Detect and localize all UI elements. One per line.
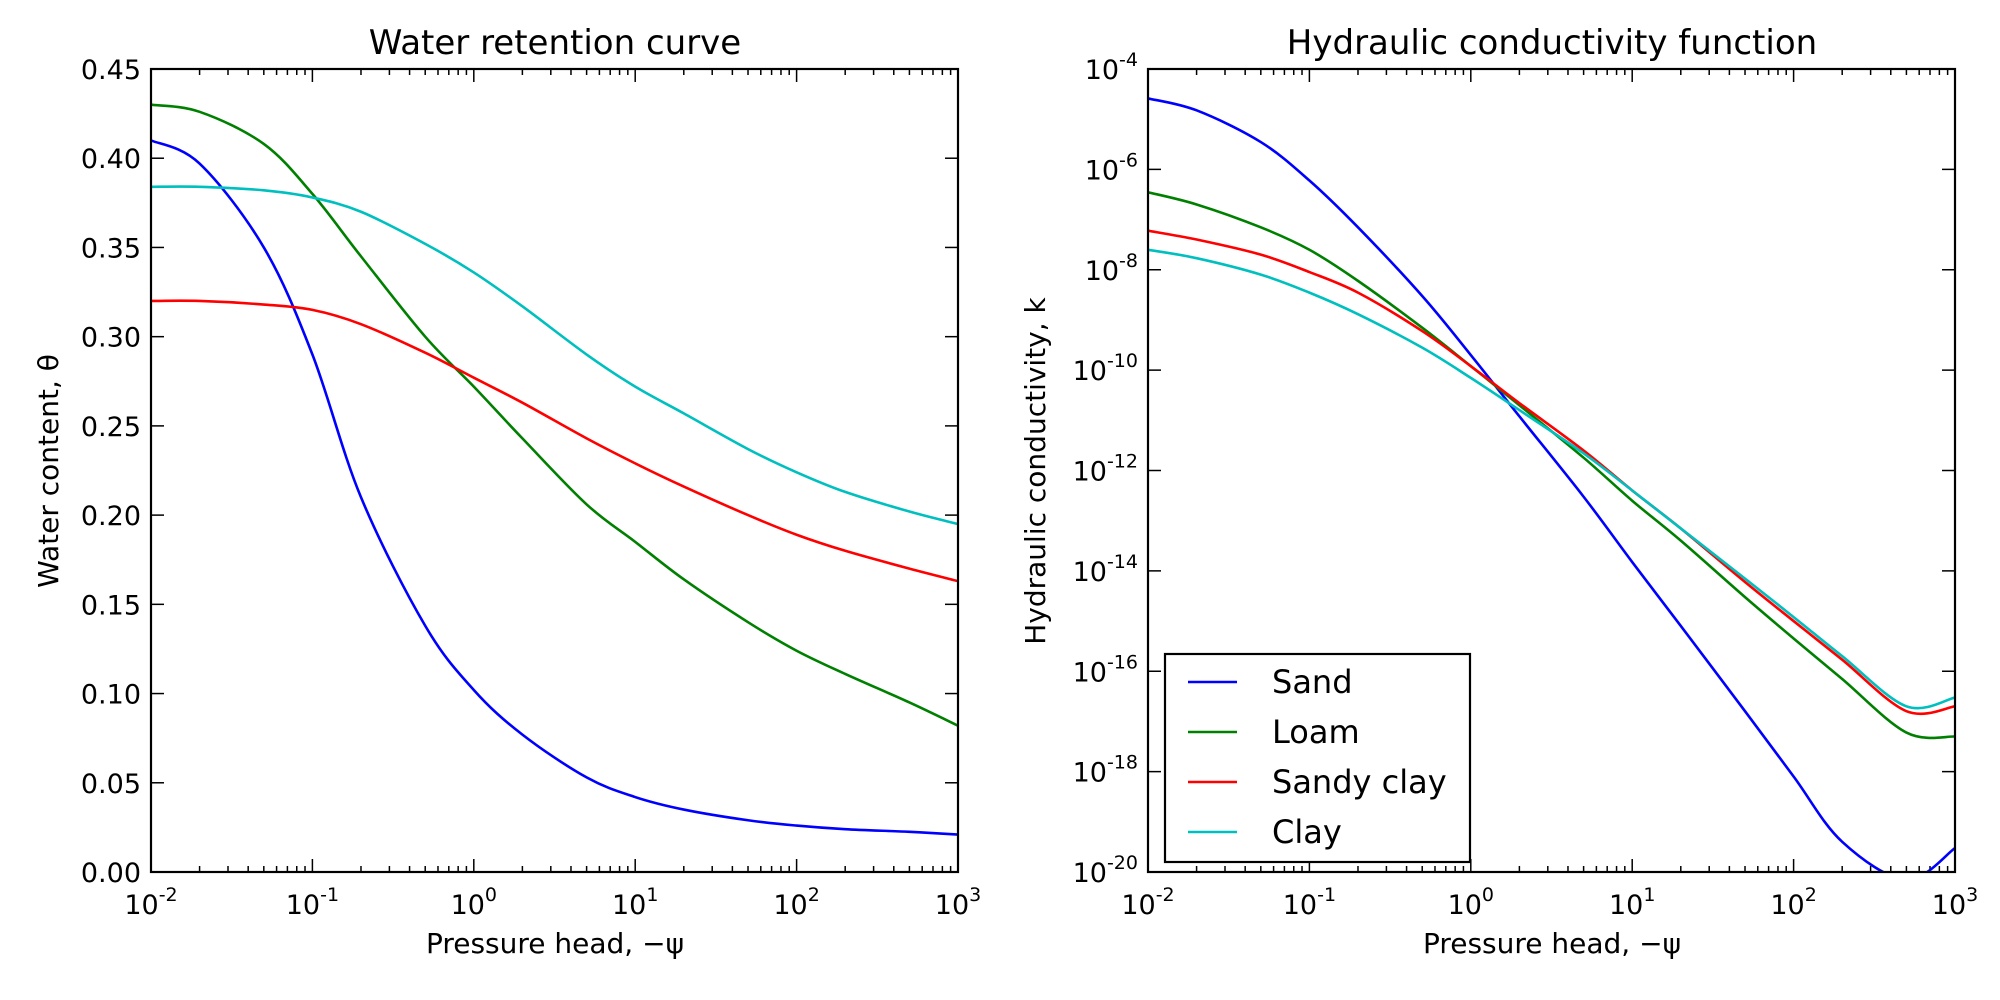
x-tick-label: 101 [612,884,658,921]
legend: Sand Loam Sandy clay Clay [1163,652,1472,864]
y-tick-label: 0.00 [81,858,141,889]
y-axis-label: Hydraulic conductivity, k [1019,296,1052,644]
y-tick-label: 0.25 [81,412,141,443]
chart-title: Hydraulic conductivity function [1287,23,1817,63]
legend-label: Clay [1272,813,1342,851]
series-group [151,103,958,836]
x-tick-label: 103 [935,884,981,921]
series-line-sandy-clay [1148,229,1955,716]
x-axis-label: Pressure head, −ψ [1423,927,1681,960]
y-tick-label: 0.45 [81,55,141,86]
y-tick-label: 0.35 [81,233,141,264]
y-tick-label: 10-4 [1085,49,1138,86]
series-line-loam [151,103,958,727]
y-tick-label: 10-20 [1073,852,1138,889]
x-tick-label: 10-1 [286,884,339,921]
y-tick-label: 10-6 [1085,149,1138,186]
y-ticks: 10-4 10-6 10-8 10-10 10-12 10-14 10-16 10-18 10-… [1073,49,1955,889]
series-line-sand [151,139,958,836]
y-ticks: 0.00 0.05 0.10 0.15 0.20 0.25 0.30 0.35 0.40 0.45 [81,55,958,889]
x-tick-label: 103 [1932,884,1978,921]
y-tick-label: 10-18 [1073,752,1138,789]
x-axis-label: Pressure head, −ψ [426,927,684,960]
legend-label: Sandy clay [1272,763,1447,801]
x-tick-label: 10-1 [1283,884,1336,921]
series-line-sandy-clay [151,299,958,583]
y-tick-label: 0.15 [81,590,141,621]
y-tick-label: 10-14 [1073,551,1138,588]
chart-title: Water retention curve [369,23,741,63]
y-tick-label: 0.30 [81,323,141,354]
plot-frame [149,67,960,874]
y-tick-label: 0.40 [81,144,141,175]
series-group [1148,97,1955,872]
y-tick-label: 10-10 [1073,350,1138,387]
series-line-sand [1148,97,1955,872]
plot-frame [1146,67,1957,874]
x-tick-label: 10-2 [1121,884,1174,921]
x-tick-label: 100 [451,884,497,921]
y-axis-label: Water content, θ [32,354,65,588]
x-tick-label: 10-2 [124,884,177,921]
chart-water-retention: Water retention curve 10-2 10-1 100 101 102 1… [32,23,981,960]
y-tick-label: 0.10 [81,680,141,711]
series-line-clay [1148,248,1955,710]
y-tick-label: 10-16 [1073,651,1138,688]
series-line-clay [151,185,958,526]
x-tick-label: 100 [1448,884,1494,921]
legend-label: Loam [1272,713,1360,751]
x-tick-label: 102 [773,884,819,921]
x-tick-label: 101 [1609,884,1655,921]
legend-label: Sand [1272,663,1353,701]
y-tick-label: 0.20 [81,501,141,532]
y-tick-label: 10-8 [1085,250,1138,287]
x-ticks: 10-2 10-1 100 101 102 103 [124,69,981,921]
y-tick-label: 10-12 [1073,451,1138,488]
x-tick-label: 102 [1770,884,1816,921]
y-tick-label: 0.05 [81,769,141,800]
legend-box [1163,652,1472,864]
chart-hydraulic-conductivity: Hydraulic conductivity function 10-2 10-1… [1019,23,1978,960]
